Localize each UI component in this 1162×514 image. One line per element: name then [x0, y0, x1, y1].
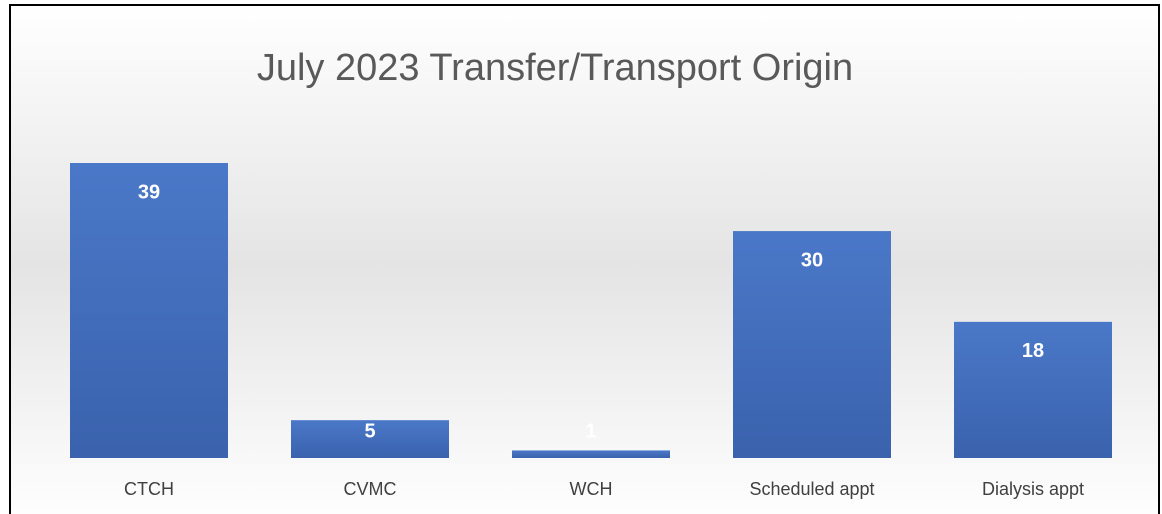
- chart-title: July 2023 Transfer/Transport Origin: [257, 47, 853, 89]
- data-label: 1: [585, 420, 596, 442]
- x-tick-label: Scheduled appt: [749, 479, 874, 499]
- bar: [733, 231, 891, 458]
- x-tick-label: CTCH: [124, 479, 174, 499]
- bar: [70, 163, 228, 458]
- x-tick-label: Dialysis appt: [982, 479, 1084, 499]
- x-tick-label: WCH: [570, 479, 613, 499]
- bar: [291, 420, 449, 458]
- bar: [954, 321, 1112, 458]
- data-label: 5: [364, 420, 375, 442]
- data-label: 39: [138, 181, 160, 203]
- data-label: 30: [801, 249, 823, 271]
- bar: [512, 450, 670, 458]
- data-label: 18: [1022, 340, 1044, 362]
- x-tick-label: CVMC: [344, 479, 397, 499]
